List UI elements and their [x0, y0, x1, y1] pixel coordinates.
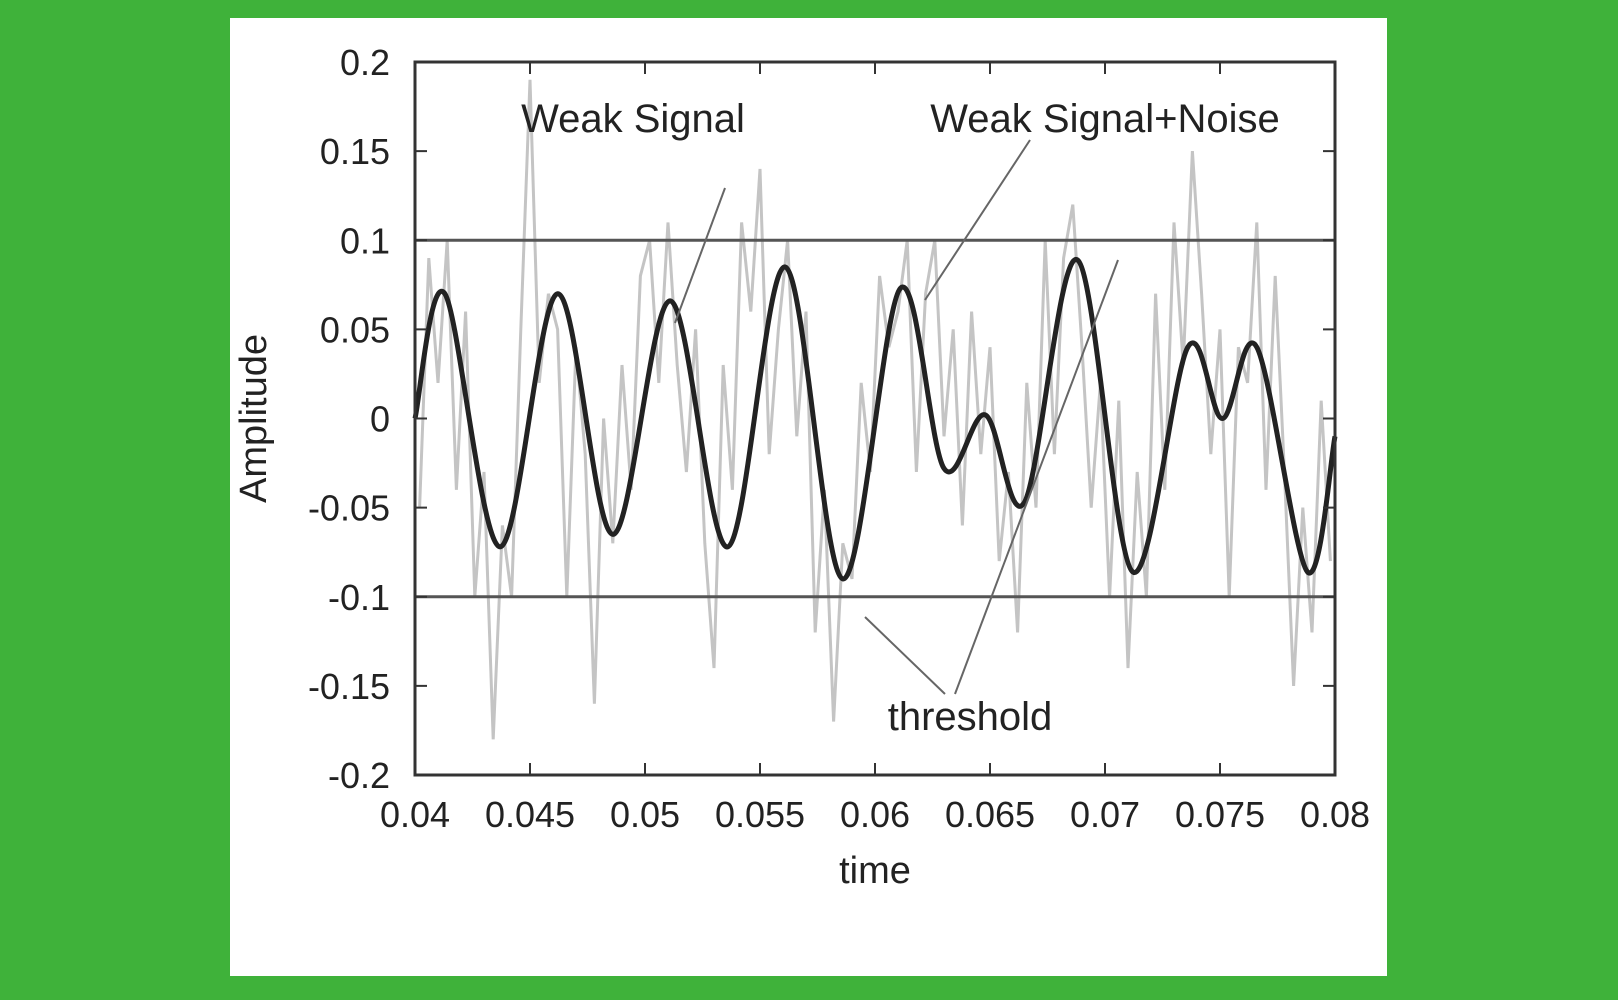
weak-signal-layer	[412, 257, 1338, 582]
x-axis-title: time	[839, 850, 911, 892]
annotation-leader	[864, 616, 946, 695]
y-tick-label: -0.2	[328, 755, 390, 796]
weak-signal-line	[412, 257, 1338, 582]
annotation-layer: Weak Signal Weak Signal+Noise threshold	[521, 97, 1280, 739]
x-tick-label: 0.07	[1070, 794, 1140, 835]
x-tick-label: 0.055	[715, 794, 805, 835]
x-tick-label: 0.08	[1300, 794, 1370, 835]
annotation-threshold: threshold	[888, 695, 1053, 739]
noisy-signal-layer	[418, 79, 1332, 740]
y-tick-label: 0.15	[320, 131, 390, 172]
y-tick-label: -0.15	[308, 666, 390, 707]
x-tick-label: 0.075	[1175, 794, 1265, 835]
threshold-lines	[415, 238, 1335, 599]
y-tick-label: 0.05	[320, 309, 390, 350]
tick-layer: 0.04 0.045 0.05 0.055 0.06 0.065 0.07 0.075 0.08…	[233, 42, 1370, 892]
annotation-leader	[924, 139, 1031, 301]
noisy-signal-line	[418, 79, 1332, 740]
x-tick-label: 0.045	[485, 794, 575, 835]
y-tick-label: 0	[370, 399, 390, 440]
annotation-noisy-signal: Weak Signal+Noise	[930, 97, 1279, 141]
x-tick-label: 0.06	[840, 794, 910, 835]
chart-svg: 0.04 0.045 0.05 0.055 0.06 0.065 0.07 0.075 0.08…	[233, 42, 1370, 892]
x-tick-label: 0.065	[945, 794, 1035, 835]
annotation-leader	[674, 187, 726, 324]
y-tick-label: 0.2	[340, 42, 390, 83]
y-tick-label: 0.1	[340, 220, 390, 261]
y-tick-label: -0.05	[308, 488, 390, 529]
annotation-weak-signal: Weak Signal	[521, 97, 745, 141]
x-tick-label: 0.05	[610, 794, 680, 835]
y-axis-title: Amplitude	[233, 334, 275, 503]
y-tick-label: -0.1	[328, 577, 390, 618]
x-tick-label: 0.04	[380, 794, 450, 835]
annotation-leader	[954, 259, 1119, 695]
chart-card: 0.04 0.045 0.05 0.055 0.06 0.065 0.07 0.075 0.08…	[230, 18, 1387, 976]
